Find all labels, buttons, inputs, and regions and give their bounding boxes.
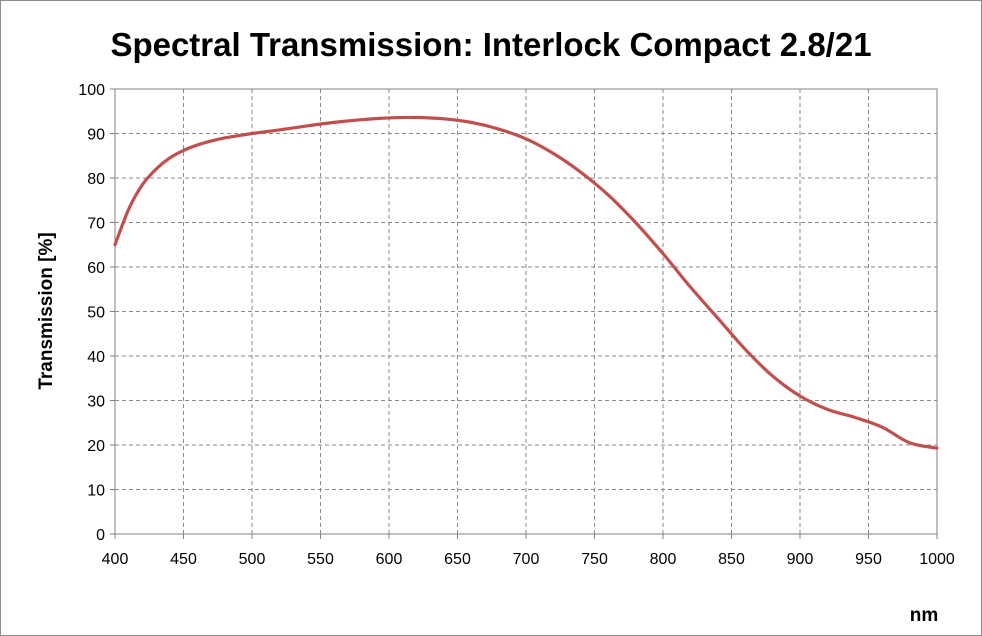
x-tick-label: 750: [581, 551, 608, 568]
x-tick-label: 400: [102, 551, 129, 568]
x-tick-label: 450: [170, 551, 197, 568]
x-tick-label: 850: [718, 551, 745, 568]
series-layer: [113, 115, 939, 450]
y-tick-label: 20: [87, 438, 105, 455]
y-tick-label: 70: [87, 216, 105, 233]
x-tick-labels: 400 450 500 550 600 650 700 750 800 850 900 950 1000: [102, 551, 955, 568]
y-tick-labels: 0 10 20 30 40 50 60 70 80 90 100: [78, 82, 105, 544]
x-tick-label: 950: [855, 551, 882, 568]
y-tick-label: 0: [96, 527, 105, 544]
grid-layer: [110, 88, 938, 539]
x-tick-label: 600: [376, 551, 403, 568]
y-axis-label: Transmission [%]: [36, 232, 57, 389]
x-tick-label: 550: [307, 551, 334, 568]
y-tick-label: 80: [87, 171, 105, 188]
x-tick-label: 700: [513, 551, 540, 568]
y-tick-label: 50: [87, 305, 105, 322]
x-axis-label: nm: [910, 605, 939, 626]
x-tick-label: 1000: [919, 551, 955, 568]
x-tick-label: 500: [239, 551, 266, 568]
transmission-series-line: [113, 115, 939, 450]
chart-title: Spectral Transmission: Interlock Compact…: [110, 26, 871, 63]
y-tick-label: 10: [87, 483, 105, 500]
y-tick-label: 40: [87, 349, 105, 366]
y-tick-label: 60: [87, 260, 105, 277]
x-tick-label: 900: [787, 551, 814, 568]
y-tick-label: 30: [87, 394, 105, 411]
y-tick-label: 100: [78, 82, 105, 99]
x-tick-label: 800: [650, 551, 677, 568]
x-tick-label: 650: [444, 551, 471, 568]
y-tick-label: 90: [87, 127, 105, 144]
